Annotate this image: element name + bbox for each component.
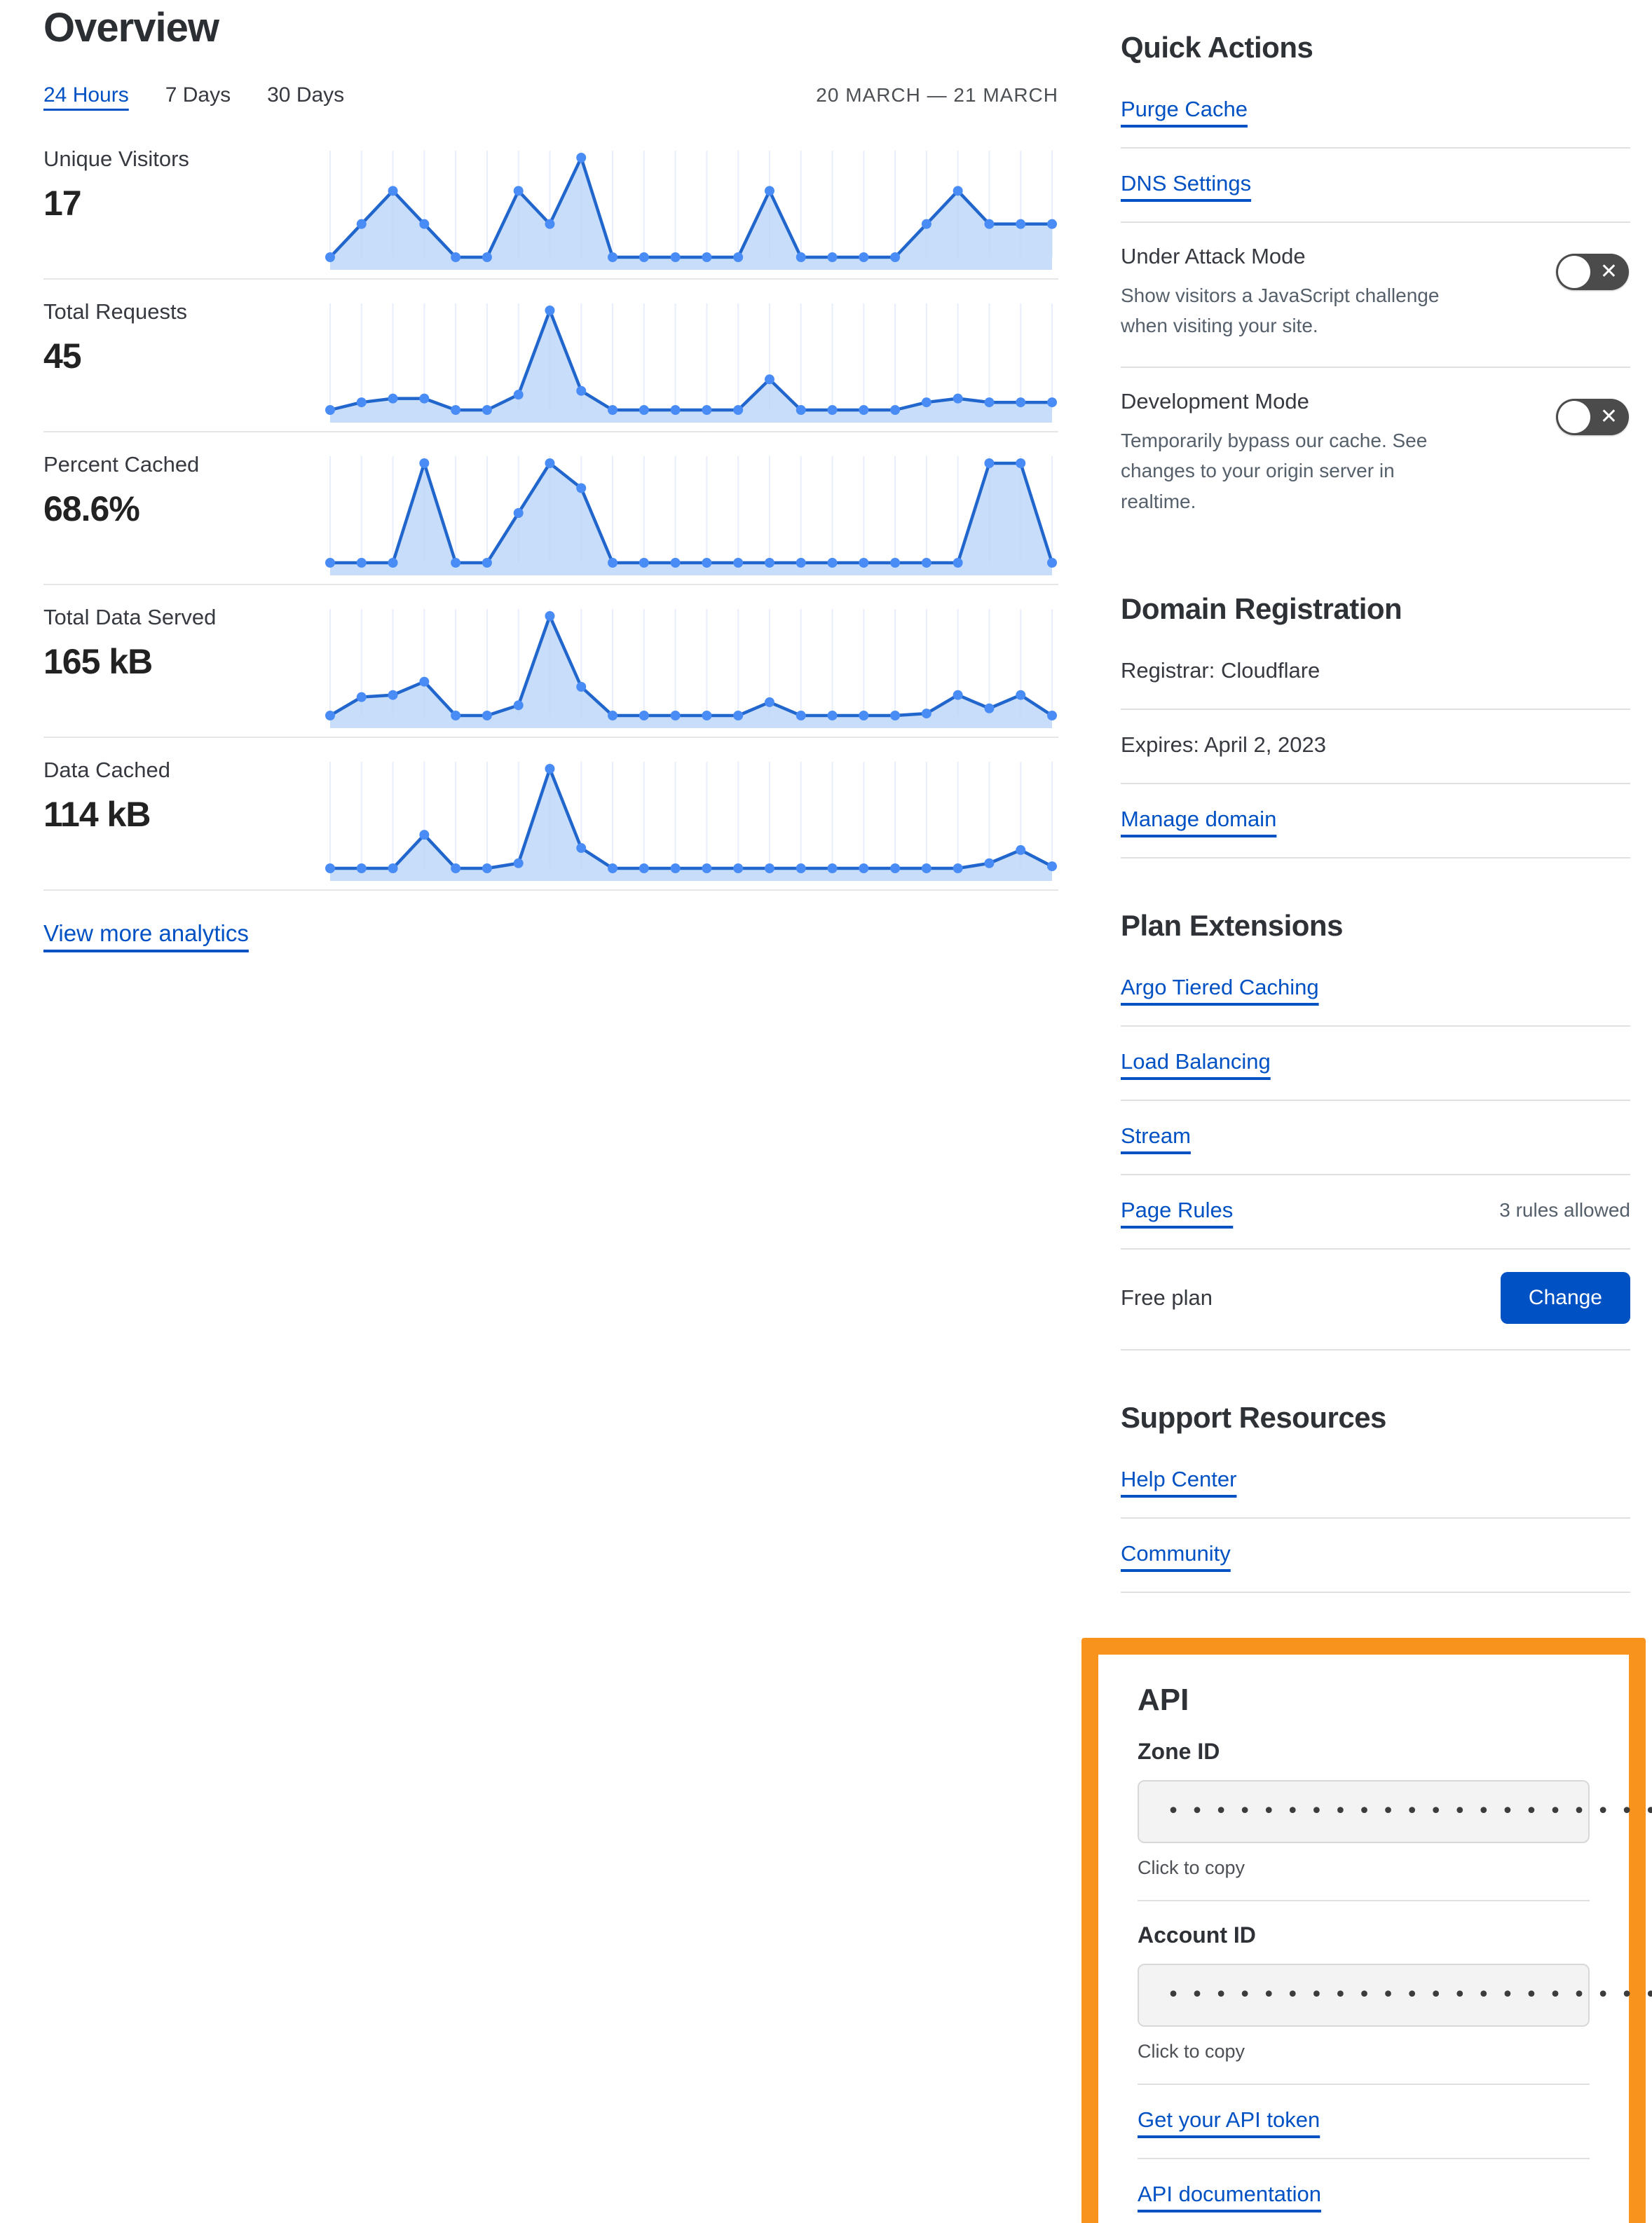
- metric-value: 114 kB: [43, 795, 151, 834]
- metric-chart: [324, 585, 1058, 737]
- view-more-wrap: View more analytics: [43, 920, 1058, 947]
- load-balancing-link[interactable]: Load Balancing: [1121, 1048, 1271, 1074]
- registrar-row: Registrar: Cloudflare: [1121, 636, 1630, 710]
- divider: [1138, 1899, 1590, 1901]
- sparkline-chart-percent-cached: [325, 456, 1058, 575]
- get-api-token-link[interactable]: Get your API token: [1138, 2107, 1320, 2132]
- account-id-label: Account ID: [1138, 1922, 1256, 1948]
- date-range-label: 20 MARCH — 21 MARCH: [816, 84, 1058, 106]
- stream-link[interactable]: Stream: [1121, 1123, 1191, 1148]
- zone-id-copy-hint: Click to copy: [1138, 1856, 1245, 1878]
- support-row: Community: [1121, 1519, 1630, 1593]
- purge-cache-link[interactable]: Purge Cache: [1121, 97, 1248, 121]
- metric-row-unique-visitors: Unique Visitors 17: [43, 127, 1058, 280]
- development-mode-toggle[interactable]: ✕: [1556, 398, 1629, 435]
- metric-chart: [324, 432, 1058, 584]
- metric-row-total-data-served: Total Data Served 165 kB: [43, 585, 1058, 738]
- sparkline-chart-total-data-served: [325, 609, 1058, 728]
- toggle-off-x-icon: ✕: [1599, 260, 1618, 283]
- metric-value: 45: [43, 336, 82, 376]
- zone-id-label: Zone ID: [1138, 1738, 1220, 1764]
- under-attack-mode-row: Under Attack Mode Show visitors a JavaSc…: [1121, 223, 1630, 368]
- api-docs-row: API documentation: [1138, 2159, 1590, 2223]
- metric-info: Total Data Served 165 kB: [43, 585, 324, 737]
- support-resources-heading: Support Resources: [1121, 1400, 1386, 1434]
- expires-row: Expires: April 2, 2023: [1121, 710, 1630, 784]
- plan-extension-row: Stream: [1121, 1101, 1630, 1175]
- quick-action-row: DNS Settings: [1121, 149, 1630, 223]
- metric-value: 165 kB: [43, 642, 153, 681]
- api-token-row: Get your API token: [1138, 2085, 1590, 2159]
- development-mode-description: Temporarily bypass our cache. See change…: [1121, 429, 1428, 512]
- sparkline-chart-total-requests: [325, 303, 1058, 423]
- metric-chart: [324, 280, 1058, 431]
- support-row: Help Center: [1121, 1444, 1630, 1519]
- metric-label: Data Cached: [43, 758, 170, 782]
- zone-id-field[interactable]: •••••••••••••••••••••••••••: [1138, 1779, 1652, 1843]
- metric-info: Percent Cached 68.6%: [43, 432, 324, 584]
- analytics-column: Overview 24 Hours 7 Days 30 Days 20 MARC…: [43, 4, 1058, 947]
- page-rules-row: Page Rules 3 rules allowed: [1121, 1175, 1630, 1250]
- metric-chart: [324, 127, 1058, 278]
- plan-row: Free plan Change: [1121, 1250, 1630, 1350]
- divider: [1138, 2083, 1590, 2085]
- under-attack-mode-toggle[interactable]: ✕: [1556, 254, 1629, 290]
- quick-actions-heading: Quick Actions: [1121, 31, 1313, 64]
- under-attack-mode-description: Show visitors a JavaScript challenge whe…: [1121, 285, 1440, 337]
- toggle-knob: [1558, 400, 1590, 433]
- domain-registration-heading: Domain Registration: [1121, 591, 1402, 625]
- plan-extensions-heading: Plan Extensions: [1121, 908, 1343, 942]
- change-plan-button[interactable]: Change: [1500, 1271, 1630, 1324]
- page-title: Overview: [43, 5, 219, 50]
- toggle-knob: [1558, 256, 1590, 288]
- tab-7-days[interactable]: 7 Days: [165, 83, 231, 107]
- quick-action-row: Purge Cache: [1121, 74, 1630, 149]
- metric-info: Unique Visitors 17: [43, 127, 324, 278]
- sparkline-chart-unique-visitors: [325, 151, 1058, 270]
- view-more-analytics-link[interactable]: View more analytics: [43, 920, 249, 946]
- metric-info: Data Cached 114 kB: [43, 738, 324, 889]
- metric-info: Total Requests 45: [43, 280, 324, 431]
- community-link[interactable]: Community: [1121, 1540, 1231, 1566]
- toggle-off-x-icon: ✕: [1599, 404, 1618, 428]
- zone-id-masked-value: •••••••••••••••••••••••••••: [1167, 1799, 1652, 1824]
- tab-30-days[interactable]: 30 Days: [267, 83, 345, 107]
- dns-settings-link[interactable]: DNS Settings: [1121, 171, 1252, 196]
- tab-24-hours[interactable]: 24 Hours: [43, 83, 129, 107]
- page-rules-link[interactable]: Page Rules: [1121, 1197, 1234, 1222]
- plan-extension-row: Argo Tiered Caching: [1121, 952, 1630, 1027]
- time-range-tabs: 24 Hours 7 Days 30 Days 20 MARCH — 21 MA…: [43, 83, 1058, 107]
- manage-domain-row: Manage domain: [1121, 784, 1630, 859]
- api-documentation-link[interactable]: API documentation: [1138, 2181, 1321, 2206]
- manage-domain-link[interactable]: Manage domain: [1121, 806, 1277, 831]
- development-mode-label: Development Mode: [1121, 388, 1309, 413]
- metric-row-total-requests: Total Requests 45: [43, 280, 1058, 432]
- help-center-link[interactable]: Help Center: [1121, 1466, 1237, 1491]
- metric-label: Unique Visitors: [43, 146, 189, 171]
- metric-label: Percent Cached: [43, 452, 200, 477]
- current-plan-label: Free plan: [1121, 1285, 1213, 1310]
- metric-label: Total Data Served: [43, 605, 217, 629]
- account-id-copy-hint: Click to copy: [1138, 2040, 1245, 2062]
- api-heading: API: [1138, 1682, 1189, 1717]
- metric-value: 68.6%: [43, 489, 140, 528]
- argo-tiered-caching-link[interactable]: Argo Tiered Caching: [1121, 974, 1319, 999]
- account-id-field[interactable]: •••••••••••••••••••••••••••: [1138, 1963, 1652, 2027]
- metric-row-data-cached: Data Cached 114 kB: [43, 738, 1058, 891]
- metric-value: 17: [43, 184, 82, 223]
- sidebar: Quick Actions Purge Cache DNS Settings U…: [1081, 0, 1652, 2223]
- sparkline-chart-data-cached: [325, 762, 1058, 881]
- page-rules-allowance: 3 rules allowed: [1499, 1198, 1630, 1221]
- account-id-masked-value: •••••••••••••••••••••••••••: [1167, 1983, 1652, 2008]
- api-highlighted-panel: API Zone ID ••••••••••••••••••••••••••• …: [1081, 1637, 1652, 2223]
- metric-label: Total Requests: [43, 299, 188, 324]
- under-attack-mode-label: Under Attack Mode: [1121, 244, 1306, 268]
- plan-extension-row: Load Balancing: [1121, 1027, 1630, 1101]
- metric-row-percent-cached: Percent Cached 68.6%: [43, 432, 1058, 585]
- metric-chart: [324, 738, 1058, 889]
- development-mode-row: Development Mode Temporarily bypass our …: [1121, 368, 1630, 542]
